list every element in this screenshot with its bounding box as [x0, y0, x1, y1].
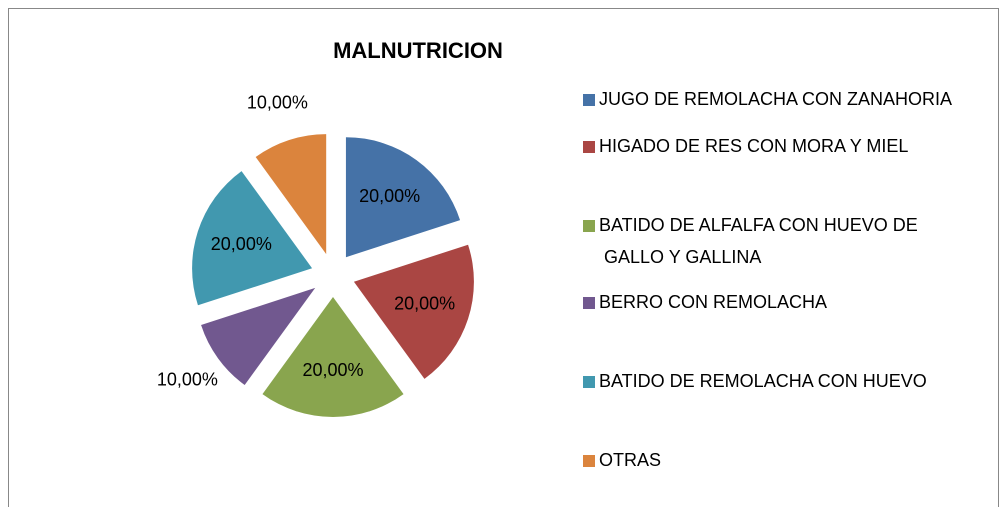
data-label: 20,00% [394, 294, 455, 314]
chart-border [8, 8, 999, 512]
chart-title: MALNUTRICION [333, 38, 503, 63]
data-label: 20,00% [359, 186, 420, 206]
legend-label: BATIDO DE REMOLACHA CON HUEVO [599, 371, 927, 391]
legend-label: BERRO CON REMOLACHA [599, 292, 827, 312]
legend-label: BATIDO DE ALFALFA CON HUEVO DE GALLO Y G… [599, 215, 918, 267]
legend-swatch [583, 220, 595, 232]
legend-label: JUGO DE REMOLACHA CON ZANAHORIA [599, 89, 952, 109]
legend-swatch [583, 455, 595, 467]
legend-label: OTRAS [599, 450, 661, 470]
pie-slice [345, 137, 461, 258]
legend-swatch [583, 297, 595, 309]
pie-slice [353, 244, 474, 379]
data-label: 20,00% [211, 234, 272, 254]
pie-slice [255, 134, 327, 255]
pie-slice [192, 171, 313, 306]
data-label: 10,00% [247, 93, 308, 113]
data-label: 20,00% [302, 360, 363, 380]
legend-swatch [583, 141, 595, 153]
legend-swatch [583, 94, 595, 106]
pie-slice [262, 297, 404, 418]
legend-label: HIGADO DE RES CON MORA Y MIEL [599, 136, 908, 156]
legend-swatch [583, 376, 595, 388]
data-label: 10,00% [157, 370, 218, 390]
pie-slice [201, 287, 316, 386]
